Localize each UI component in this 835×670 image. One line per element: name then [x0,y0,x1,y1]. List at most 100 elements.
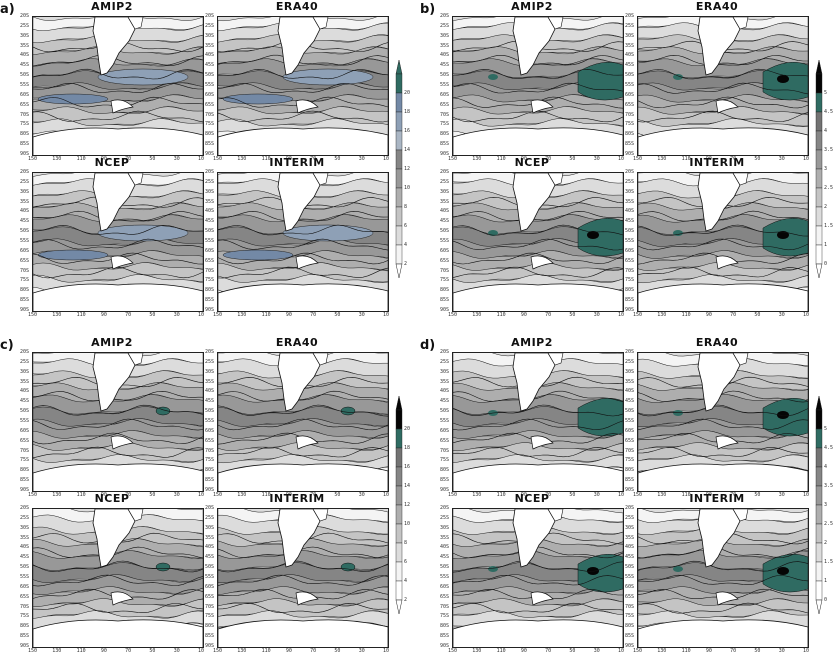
lat-tick-label: 60S [20,91,30,98]
colorbar-bottom-arrow [815,263,823,279]
contour-line [218,574,388,586]
lon-tick-label: 70 [125,648,132,654]
lon-tick-label: 70 [310,492,317,498]
panel-title: INTERIM [689,156,745,169]
lon-tick-label: 150 [633,312,643,318]
lon-tick-label: 90 [100,492,107,498]
lat-tick-label: 30S [20,188,30,195]
lat-tick-label: 45S [625,218,635,225]
lat-tick-label: 50S [20,228,30,235]
lat-tick-label: 80S [20,467,30,474]
lon-tick-label: 130 [657,156,667,162]
lon-tick-label: 30 [778,156,785,162]
lat-tick-label: 60S [20,583,30,590]
colorbar: 5 4.5 4 3.5 3 2.5 2 1.5 1 0 [815,395,835,616]
colorbar-top-arrow [815,59,823,75]
value-patch [673,410,683,416]
lon-tick-label: 10 [383,492,390,498]
lat-tick-label: 25S [625,514,635,521]
colorbar-segment [395,130,403,151]
lon-tick-label: 90 [520,492,527,498]
lon-tick-label: 70 [730,156,737,162]
lat-tick-label: 50S [625,408,635,415]
lat-tick-label: 55S [625,238,635,244]
lon-tick-label: 10 [803,156,810,162]
colorbar-segment [815,542,823,563]
lat-tick-label: 55S [625,418,635,424]
lat-tick-label: 80S [20,623,30,630]
lat-tick-label: 50S [625,564,635,571]
lon-tick-label: 150 [448,492,458,498]
landmass [312,353,329,366]
antarctica-landmass [638,619,808,647]
lat-tick-label: 45S [440,218,450,225]
contour-line [638,238,808,251]
contour-line [218,447,388,458]
lon-tick-label: 50 [334,492,341,498]
colorbar-tick-label: 0 [824,597,828,603]
lon-tick-label: 110 [496,648,506,654]
lat-tick-label: 90S [625,643,635,649]
lat-tick-label: 85S [20,297,30,304]
lat-tick-label: 90S [625,151,635,157]
colorbar-svg [395,59,403,279]
lon-tick-label: 30 [778,648,785,654]
quadrant-d: d) AMIP2 20S 25S 30S 35S 40S 45S 50S 55S 60S 65S 70S… [420,336,835,664]
colorbar-segment [815,504,823,525]
lat-tick-label: 80S [625,131,635,138]
contour-line [33,404,203,416]
lon-tick-label: 90 [285,312,292,318]
antarctica-landmass [638,283,808,311]
lat-tick-label: 50S [440,72,450,79]
lat-tick-label: 70S [440,603,450,610]
lon-tick-label: 130 [472,156,482,162]
colorbar-segment [815,73,823,94]
colorbar-segment [815,206,823,227]
lat-tick-label: 50S [205,408,215,415]
lat-tick-label: 70S [440,447,450,454]
colorbar-tick-label: 4 [824,464,828,470]
colorbar-tick-label: 1 [824,578,828,584]
lat-tick-label: 65S [625,101,635,108]
lat-tick-label: 20S [625,505,635,511]
colorbar-top-arrow [395,395,403,411]
lat-tick-label: 65S [20,257,30,264]
contour-line [33,446,203,459]
colorbar-tick-label: 20 [404,90,411,96]
antarctica-landmass [33,619,203,647]
map-svg [638,173,808,311]
panel-title: AMIP2 [511,336,553,349]
lat-tick-label: 90S [440,307,450,313]
contour-line [218,418,388,431]
antarctic-peninsula [295,255,319,270]
contour-band [453,418,623,440]
value-patch [37,93,109,105]
lat-tick-label: 45S [205,398,215,405]
value-patch [222,93,294,105]
colorbar-segment [395,111,403,132]
contour-line [638,390,808,403]
contour-line [218,224,388,236]
lat-tick-label: 45S [625,62,635,69]
landmass [547,173,564,186]
colorbar-segment [395,428,403,449]
panel-ncep: NCEP 20S 25S 30S 35S 40S 45S 50S 55S 60S 65S 70S 75S… [440,156,624,334]
contour-band [638,382,808,404]
lat-tick-label: 80S [205,287,215,294]
contour-line [33,390,203,402]
lat-tick-label: 30S [205,368,215,375]
lat-tick-label: 80S [205,623,215,630]
lon-tick-label: 50 [754,492,761,498]
map-plot [452,172,624,312]
lat-tick-label: 85S [625,141,635,148]
lat-tick-label: 70S [20,111,30,118]
contour-line [218,68,388,80]
lat-tick-label: 50S [205,72,215,79]
lat-tick-label: 55S [205,574,215,580]
lat-tick-label: 40S [205,52,215,59]
colorbar-tick-label: 5 [824,90,828,96]
lat-tick-label: 30S [205,32,215,39]
contour-line [638,404,808,417]
lat-tick-label: 75S [20,457,30,464]
colorbar-segment [815,130,823,151]
